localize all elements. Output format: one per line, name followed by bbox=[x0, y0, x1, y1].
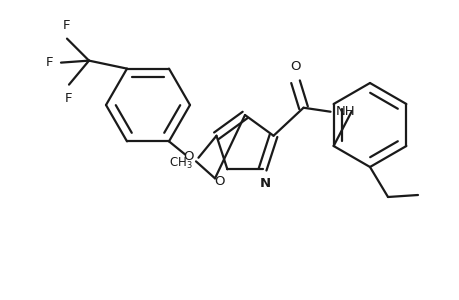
Text: O: O bbox=[290, 60, 300, 73]
Text: O: O bbox=[213, 175, 224, 188]
Text: O: O bbox=[183, 150, 194, 163]
Text: NH: NH bbox=[335, 105, 354, 118]
Text: F: F bbox=[63, 19, 71, 32]
Text: F: F bbox=[45, 56, 53, 69]
Text: N: N bbox=[259, 177, 271, 190]
Text: CH$_3$: CH$_3$ bbox=[168, 156, 192, 171]
Text: F: F bbox=[65, 92, 73, 105]
